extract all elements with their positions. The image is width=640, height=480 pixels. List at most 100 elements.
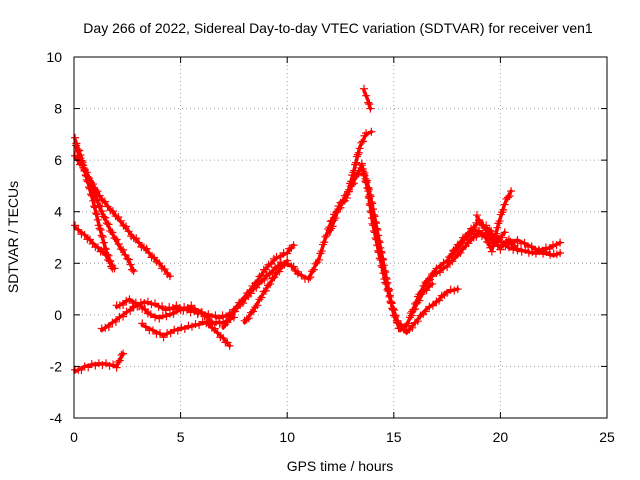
data-point-plus: [448, 257, 457, 266]
data-point-plus: [357, 138, 366, 147]
data-point-plus: [93, 243, 102, 252]
data-point-plus: [210, 324, 219, 333]
data-point-plus: [505, 192, 514, 201]
data-point-plus: [472, 211, 481, 220]
data-point-plus: [169, 309, 178, 318]
data-point-plus: [106, 256, 115, 265]
data-point-plus: [230, 307, 239, 316]
data-point-plus: [370, 226, 379, 235]
data-point-plus: [428, 301, 437, 310]
data-point-plus: [497, 238, 506, 247]
data-point-plus: [155, 259, 164, 268]
data-point-plus: [72, 141, 81, 150]
data-point-plus: [86, 179, 95, 188]
data-point-plus: [484, 238, 493, 247]
data-point-plus: [158, 311, 167, 320]
data-point-plus: [359, 170, 368, 179]
data-point-plus: [426, 275, 435, 284]
data-point-plus: [362, 178, 371, 187]
data-point-plus: [374, 248, 383, 257]
data-point-plus: [450, 286, 459, 295]
data-point-plus: [370, 228, 379, 237]
data-point-plus: [77, 159, 86, 168]
data-point-plus: [362, 91, 371, 100]
data-point-plus: [404, 319, 413, 328]
data-point-plus: [306, 273, 315, 282]
data-point-plus: [151, 299, 160, 308]
data-point-plus: [96, 202, 105, 211]
data-point-plus: [390, 305, 399, 314]
data-point-plus: [546, 250, 555, 259]
data-point-plus: [350, 166, 359, 175]
data-point-plus: [488, 241, 497, 250]
data-point-plus: [545, 245, 554, 254]
data-point-plus: [101, 250, 110, 259]
y-tick-label: -2: [50, 358, 63, 374]
data-point-plus: [489, 239, 498, 248]
data-point-plus: [83, 172, 92, 181]
data-point-plus: [408, 323, 417, 332]
data-point-plus: [91, 209, 100, 218]
data-point-plus: [361, 177, 370, 186]
data-point-plus: [213, 328, 222, 337]
series-satellite-track-20: [502, 236, 565, 255]
data-point-plus: [73, 147, 82, 156]
data-point-plus: [369, 221, 378, 230]
data-point-plus: [422, 286, 431, 295]
data-point-plus: [378, 263, 387, 272]
data-point-plus: [116, 216, 125, 225]
x-axis-title: GPS time / hours: [287, 458, 394, 474]
data-point-plus: [166, 329, 175, 338]
data-point-plus: [152, 329, 161, 338]
data-point-plus: [366, 104, 375, 113]
data-point-plus: [99, 238, 108, 247]
data-point-plus: [203, 312, 212, 321]
data-point-plus: [384, 287, 393, 296]
data-point-plus: [257, 293, 266, 302]
x-tick-label: 0: [70, 429, 78, 445]
data-point-plus: [126, 260, 135, 269]
data-point-plus: [122, 222, 131, 231]
data-point-plus: [413, 317, 422, 326]
data-point-plus: [387, 299, 396, 308]
data-point-plus: [112, 235, 121, 244]
data-point-plus: [345, 185, 354, 194]
data-point-plus: [293, 267, 302, 276]
plot-frame: [73, 56, 608, 419]
data-point-plus: [477, 232, 486, 241]
x-tick-label: 20: [493, 429, 509, 445]
x-tick-label: 25: [599, 429, 615, 445]
data-point-plus: [99, 212, 108, 221]
data-point-plus: [145, 248, 154, 257]
data-point-plus: [132, 234, 141, 243]
data-point-plus: [79, 161, 88, 170]
data-point-plus: [122, 307, 131, 316]
data-point-plus: [524, 243, 533, 252]
series-satellite-track-3: [72, 141, 138, 276]
data-point-plus: [503, 193, 512, 202]
data-point-plus: [396, 320, 405, 329]
y-tick-label: 8: [54, 101, 62, 117]
data-point-plus: [462, 235, 471, 244]
data-point-plus: [112, 363, 121, 372]
data-point-plus: [385, 292, 394, 301]
data-point-plus: [180, 303, 189, 312]
data-point-plus: [244, 314, 253, 323]
data-point-plus: [353, 150, 362, 159]
data-point-plus: [360, 171, 369, 180]
data-point-plus: [556, 238, 565, 247]
series-satellite-track-18: [449, 187, 516, 256]
data-point-plus: [364, 98, 373, 107]
data-point-plus: [119, 245, 128, 254]
data-point-plus: [520, 238, 529, 247]
data-point-plus: [98, 232, 107, 241]
data-point-plus: [283, 249, 292, 258]
data-point-plus: [375, 254, 384, 263]
series-satellite-track-11: [240, 256, 292, 325]
data-point-plus: [289, 241, 298, 250]
data-point-plus: [475, 215, 484, 224]
data-point-plus: [146, 310, 155, 319]
data-point-plus: [383, 285, 392, 294]
data-point-plus: [499, 205, 508, 214]
data-point-plus: [142, 244, 151, 253]
